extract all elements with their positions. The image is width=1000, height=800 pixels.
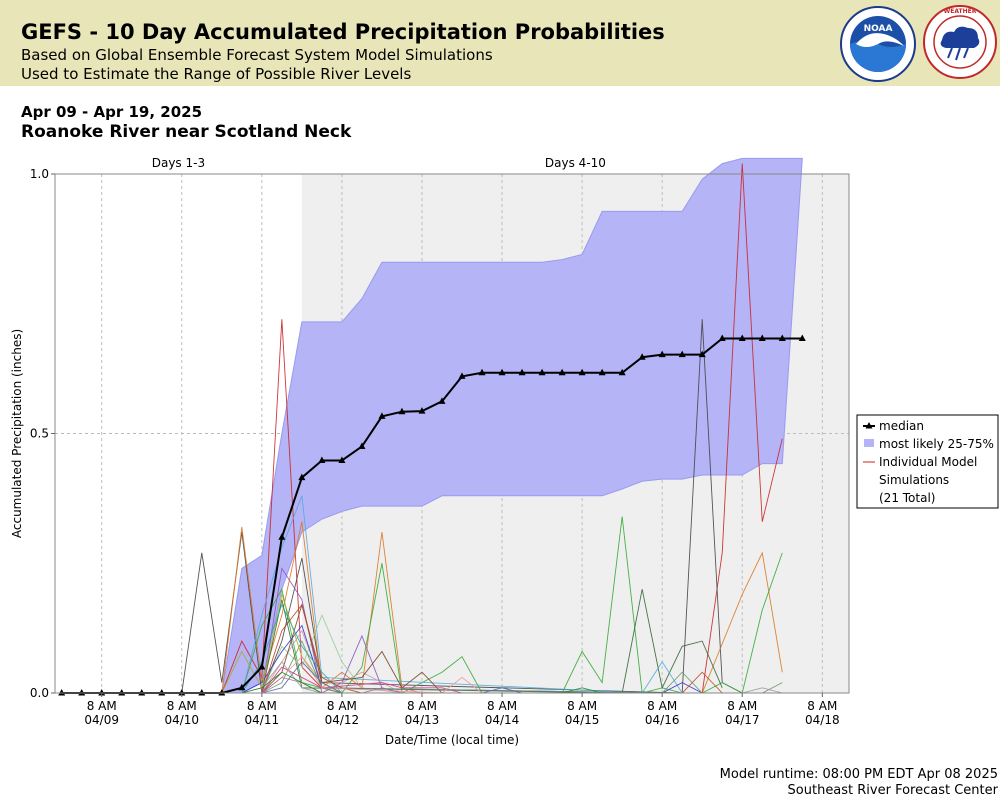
band-25-75 xyxy=(221,157,803,694)
median-marker xyxy=(638,353,646,360)
median-marker xyxy=(198,689,206,696)
median-marker xyxy=(438,397,446,404)
median-marker xyxy=(78,689,86,696)
legend-band-label: most likely 25-75% xyxy=(879,437,994,451)
legend-box xyxy=(856,414,999,509)
median-marker xyxy=(58,689,66,696)
x-tick-time-label: 8 AM xyxy=(247,699,277,713)
period-label-days-4-10: Days 4-10 xyxy=(545,156,606,170)
median-marker xyxy=(378,412,386,419)
x-tick-date-label: 04/12 xyxy=(325,713,360,727)
median-marker xyxy=(458,372,466,379)
national-weather-service-logo: WEATHER xyxy=(923,5,997,79)
median-marker xyxy=(498,368,506,376)
x-tick-date-label: 04/16 xyxy=(645,713,680,727)
x-tick-date-label: 04/14 xyxy=(485,713,520,727)
median-marker xyxy=(598,368,606,376)
member-trace-5 xyxy=(261,589,723,694)
member-trace-8 xyxy=(261,613,403,694)
median-marker xyxy=(238,683,246,691)
x-tick-date-label: 04/13 xyxy=(405,713,440,727)
noaa-logo: NOAA xyxy=(840,6,916,82)
median-marker xyxy=(98,689,106,696)
x-tick-time-label: 8 AM xyxy=(167,699,197,713)
x-tick-time-label: 8 AM xyxy=(567,699,597,713)
header-subtitle: Based on Global Ensemble Forecast System… xyxy=(21,46,493,64)
x-tick-time-label: 8 AM xyxy=(87,699,117,713)
median-marker xyxy=(138,689,146,696)
median-marker xyxy=(418,407,426,414)
legend-median-label: median xyxy=(879,419,924,433)
member-trace-10 xyxy=(261,603,443,694)
member-trace-20 xyxy=(241,661,783,694)
member-trace-2 xyxy=(181,319,743,694)
median-marker xyxy=(518,368,526,376)
x-tick-time-label: 8 AM xyxy=(807,699,837,713)
forecast-center: Southeast River Forecast Center xyxy=(787,783,998,798)
y-tick-label: 1.0 xyxy=(30,167,49,181)
median-marker xyxy=(778,334,786,342)
median-marker xyxy=(178,689,186,696)
median-marker xyxy=(618,368,626,376)
x-tick-time-label: 8 AM xyxy=(407,699,437,713)
median-marker xyxy=(658,350,666,358)
median-marker xyxy=(538,368,546,376)
station-name: Roanoke River near Scotland Neck xyxy=(21,122,352,142)
median-marker xyxy=(478,368,486,376)
median-marker xyxy=(118,689,126,696)
x-tick-date-label: 04/10 xyxy=(164,713,199,727)
legend-member-label-1: Individual Model xyxy=(879,455,977,469)
median-marker xyxy=(218,689,226,696)
header-banner: GEFS - 10 Day Accumulated Precipitation … xyxy=(0,0,1000,86)
median-marker xyxy=(718,334,726,342)
svg-text:NOAA: NOAA xyxy=(864,24,893,34)
member-trace-6 xyxy=(241,495,683,694)
x-axis-title: Date/Time (local time) xyxy=(385,733,519,747)
member-trace-18 xyxy=(261,661,523,694)
x-tick-time-label: 8 AM xyxy=(727,699,757,713)
svg-text:WEATHER: WEATHER xyxy=(944,8,977,15)
period-label-days-1-3: Days 1-3 xyxy=(152,156,205,170)
x-tick-date-label: 04/11 xyxy=(245,713,280,727)
member-trace-14 xyxy=(241,603,343,694)
median-marker xyxy=(698,350,706,358)
median-marker xyxy=(298,473,306,481)
header-subtitle-2: Used to Estimate the Range of Possible R… xyxy=(21,65,412,83)
median-marker xyxy=(738,334,746,342)
median-marker xyxy=(158,689,166,696)
median-marker xyxy=(358,442,366,449)
member-trace-12 xyxy=(261,666,463,694)
member-trace-11 xyxy=(241,624,703,694)
y-axis-title: Accumulated Precipitation (inches) xyxy=(10,329,24,538)
median-marker xyxy=(398,407,406,415)
median-marker xyxy=(338,456,346,463)
median-marker xyxy=(758,334,766,342)
median-marker xyxy=(318,456,326,463)
x-tick-date-label: 04/17 xyxy=(725,713,760,727)
model-runtime: Model runtime: 08:00 PM EDT Apr 08 2025 xyxy=(719,767,998,782)
x-tick-time-label: 8 AM xyxy=(327,699,357,713)
median-marker xyxy=(558,368,566,376)
median-marker xyxy=(278,533,286,540)
median-marker xyxy=(678,350,686,358)
x-tick-date-label: 04/09 xyxy=(84,713,119,727)
legend-member-label-2: Simulations xyxy=(879,473,949,487)
x-tick-time-label: 8 AM xyxy=(647,699,677,713)
y-tick-label: 0.5 xyxy=(30,427,49,441)
page-title: GEFS - 10 Day Accumulated Precipitation … xyxy=(21,20,665,44)
legend-median-marker xyxy=(865,422,873,429)
median-marker xyxy=(258,663,266,670)
date-range: Apr 09 - Apr 19, 2025 xyxy=(21,103,203,121)
x-tick-time-label: 8 AM xyxy=(487,699,517,713)
legend-band-swatch xyxy=(864,439,874,447)
legend-member-label-3: (21 Total) xyxy=(879,491,935,505)
x-tick-date-label: 04/18 xyxy=(805,713,840,727)
x-tick-date-label: 04/15 xyxy=(565,713,600,727)
median-marker xyxy=(578,368,586,376)
y-tick-label: 0.0 xyxy=(30,686,49,700)
member-trace-21 xyxy=(241,671,603,694)
median-marker xyxy=(798,334,806,342)
